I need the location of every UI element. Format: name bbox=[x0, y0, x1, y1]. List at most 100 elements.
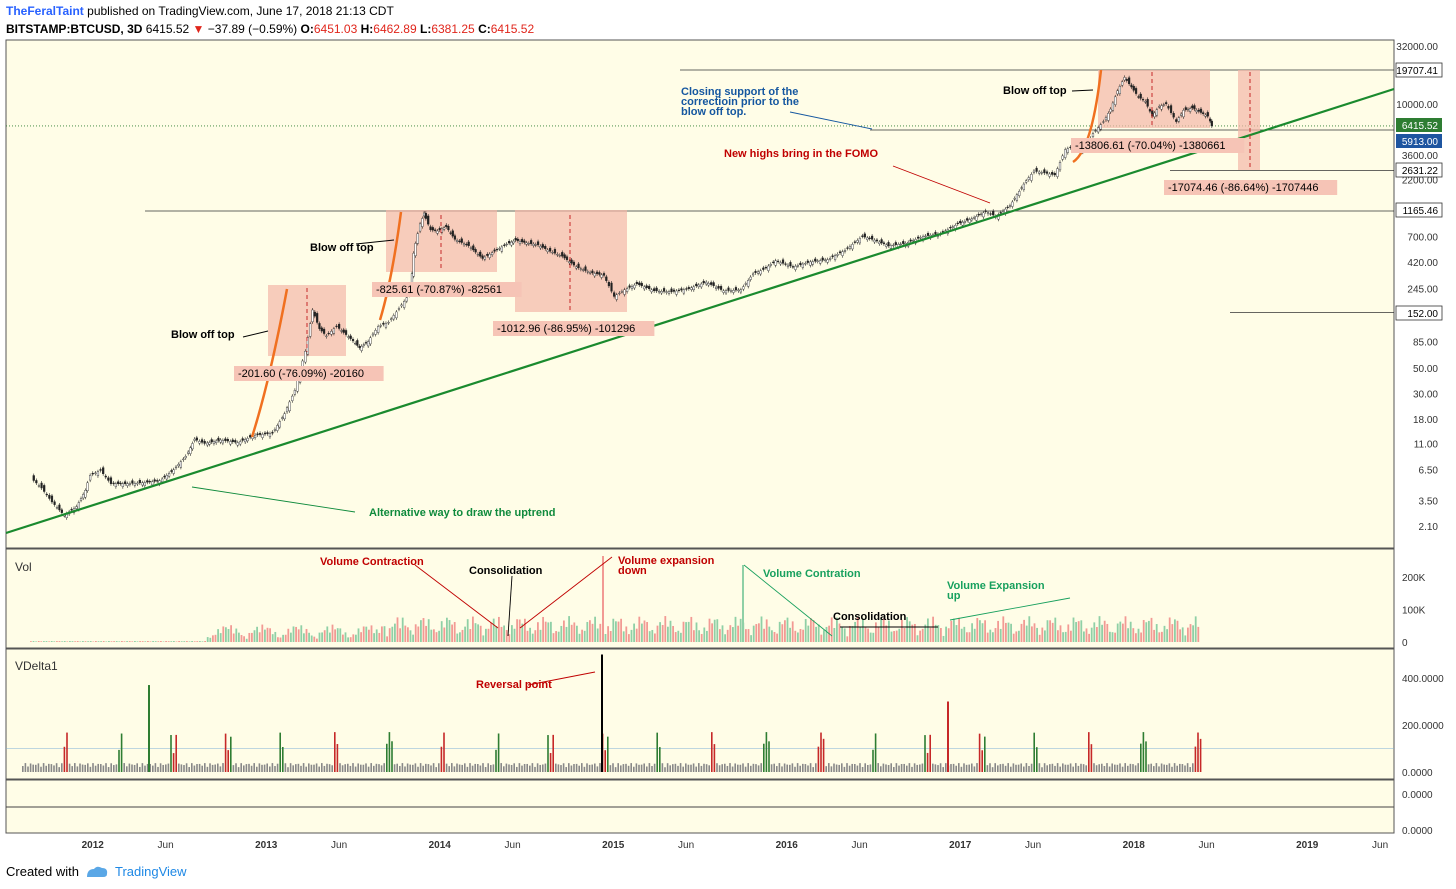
candle-body bbox=[769, 264, 772, 266]
volume-bar bbox=[40, 641, 43, 642]
candle-body bbox=[488, 253, 491, 258]
candle-body bbox=[626, 288, 629, 292]
candle-body bbox=[283, 413, 286, 420]
candle-body bbox=[340, 330, 343, 332]
volume-bar bbox=[227, 629, 230, 642]
volume-bar bbox=[1166, 629, 1168, 642]
volume-bar bbox=[66, 641, 69, 642]
volume-bar bbox=[776, 633, 778, 642]
vdelta-bar bbox=[1140, 743, 1142, 772]
vdelta-bar bbox=[1054, 765, 1056, 772]
candle-body bbox=[219, 439, 222, 443]
vdelta-bar bbox=[284, 763, 287, 772]
volume-bar bbox=[1054, 617, 1057, 642]
price-tick-label: 2.10 bbox=[1419, 522, 1439, 533]
candle-body bbox=[1011, 201, 1014, 207]
candle-body bbox=[1035, 167, 1038, 172]
vdelta-bar bbox=[1176, 765, 1178, 772]
vdelta-bar bbox=[1023, 766, 1025, 772]
vdelta-bar bbox=[599, 763, 601, 772]
candle-body bbox=[403, 301, 406, 308]
candle-body bbox=[595, 271, 599, 275]
candle-body bbox=[536, 241, 540, 246]
volume-bar bbox=[760, 616, 763, 642]
tradingview-link[interactable]: TradingView bbox=[114, 864, 187, 879]
symbol-label[interactable]: BITSTAMP:BTCUSD, 3D bbox=[6, 22, 143, 36]
author-link[interactable]: TheFeralTaint bbox=[6, 4, 84, 18]
candle-body bbox=[1008, 205, 1012, 207]
candle-body bbox=[256, 433, 259, 436]
candle-body bbox=[856, 240, 859, 243]
vdelta-bar bbox=[981, 750, 983, 772]
candle-body bbox=[107, 477, 110, 481]
vdelta-bar bbox=[947, 701, 949, 772]
candle-body bbox=[330, 330, 333, 335]
candle-body bbox=[249, 435, 252, 438]
vdelta-bar bbox=[448, 766, 450, 772]
candle-body bbox=[1104, 117, 1108, 121]
vdelta-bar bbox=[711, 732, 713, 772]
volume-bar bbox=[326, 626, 329, 642]
vdelta-bar bbox=[305, 766, 307, 772]
candle-body bbox=[582, 269, 585, 271]
volume-bar bbox=[508, 634, 511, 642]
candle-body bbox=[989, 213, 992, 215]
candle-body bbox=[848, 246, 852, 249]
volume-bar bbox=[674, 632, 677, 642]
candle-body bbox=[467, 241, 470, 246]
vdelta-bar bbox=[266, 763, 268, 772]
vdelta-bar bbox=[929, 734, 931, 772]
vdelta-bar bbox=[193, 765, 196, 772]
volume-bar bbox=[331, 624, 334, 642]
candle-body bbox=[1180, 113, 1183, 116]
candle-body bbox=[1197, 109, 1200, 112]
candle-body bbox=[170, 470, 173, 472]
price-tick-label: 11.00 bbox=[1414, 439, 1439, 450]
candle-body bbox=[1191, 105, 1194, 109]
vdelta-bar bbox=[352, 763, 354, 772]
drawdown-label-bg bbox=[234, 366, 384, 381]
vdelta-bar bbox=[685, 763, 687, 772]
volume-bar bbox=[183, 641, 186, 642]
volume-annotation: Volume expansion bbox=[618, 555, 715, 567]
volume-bar bbox=[1059, 625, 1062, 642]
candle-body bbox=[863, 233, 866, 238]
vdelta-bar bbox=[45, 765, 47, 772]
volume-bar bbox=[97, 641, 100, 642]
candle-body bbox=[521, 239, 524, 243]
volume-bar bbox=[290, 632, 292, 642]
vdelta-bar bbox=[773, 763, 775, 772]
volume-bar bbox=[807, 625, 810, 642]
price-axis-tag-text: 2631.22 bbox=[1402, 166, 1439, 177]
candle-body bbox=[479, 251, 482, 257]
candle-body bbox=[558, 255, 561, 257]
volume-bar bbox=[1140, 632, 1142, 642]
candle-body bbox=[1061, 155, 1064, 160]
candle-body bbox=[431, 227, 434, 231]
vdelta-bar bbox=[269, 766, 271, 772]
candle-body bbox=[875, 239, 879, 242]
volume-bar bbox=[667, 626, 669, 642]
vdelta-bar bbox=[531, 763, 534, 772]
volume-bar bbox=[711, 623, 713, 642]
volume-bar bbox=[448, 620, 451, 642]
candle-body bbox=[483, 256, 486, 260]
vdelta-bar bbox=[136, 763, 138, 772]
candle-body bbox=[697, 284, 700, 288]
candle-body bbox=[986, 212, 990, 214]
vdelta-bar bbox=[1038, 763, 1041, 772]
volume-bar bbox=[344, 632, 347, 642]
volume-bar bbox=[1083, 631, 1085, 642]
vdelta-bar bbox=[302, 763, 305, 772]
vdelta-bar bbox=[256, 766, 258, 772]
vdelta-bar bbox=[409, 764, 411, 772]
volume-bar bbox=[1031, 626, 1033, 642]
vdelta-bar bbox=[594, 763, 596, 772]
volume-bar bbox=[381, 626, 383, 642]
candle-body bbox=[416, 233, 419, 244]
vdelta-bar bbox=[651, 766, 653, 772]
candle-body bbox=[45, 493, 48, 496]
price-axis-tag-text: 19707.41 bbox=[1396, 66, 1438, 77]
time-axis-label: Jun bbox=[852, 840, 868, 851]
